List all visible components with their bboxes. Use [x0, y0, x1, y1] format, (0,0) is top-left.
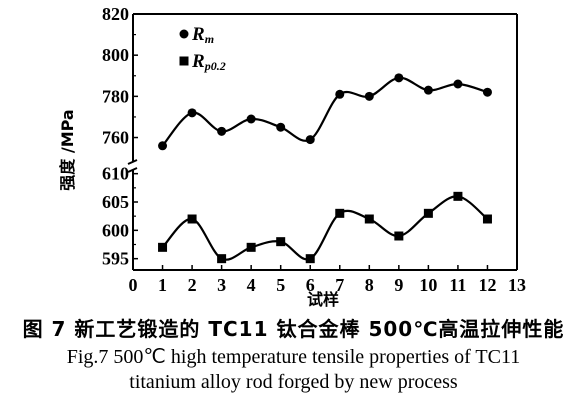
- chart-series: [158, 73, 492, 264]
- axis-break-mark: [127, 167, 138, 173]
- data-point-rm: [246, 114, 256, 124]
- data-point-rm: [364, 91, 374, 101]
- data-point-rm: [423, 85, 433, 95]
- y-tick-label: 600: [102, 220, 129, 240]
- data-point-rm: [217, 126, 227, 136]
- data-point-rm: [305, 135, 315, 145]
- data-point-rp02: [305, 254, 315, 264]
- data-point-rp02: [423, 208, 433, 218]
- x-tick-label: 7: [335, 275, 344, 295]
- x-tick-label: 11: [449, 275, 466, 295]
- x-tick-label: 5: [276, 275, 285, 295]
- y-tick-label: 595: [102, 249, 129, 269]
- x-tick-label: 1: [158, 275, 167, 295]
- x-tick-label: 2: [188, 275, 197, 295]
- figure-caption-en-line1: Fig.7 500℃ high temperature tensile prop…: [66, 346, 521, 368]
- data-point-rp02: [394, 231, 404, 241]
- y-tick-label: 820: [102, 4, 129, 24]
- x-tick-label: 12: [478, 275, 496, 295]
- figure-caption-en-line2: titanium alloy rod forged by new process: [129, 371, 458, 393]
- x-ticks: 0 1 2 3 4 5 6 7 8 9 10 11 12 13: [129, 265, 526, 295]
- data-point-rp02: [335, 208, 345, 218]
- data-point-rp02: [217, 254, 227, 264]
- data-point-rm: [276, 122, 286, 132]
- x-tick-label: 13: [508, 275, 526, 295]
- y-tick-label: 760: [102, 128, 129, 148]
- data-point-rp02: [276, 237, 286, 247]
- y-axis-label: 强度 /MPa: [58, 109, 77, 190]
- y-tick-label: 800: [102, 45, 129, 65]
- legend-label-rp02: Rp0.2: [191, 51, 226, 73]
- legend-marker-rm: [179, 29, 189, 39]
- data-point-rm: [453, 79, 463, 89]
- x-axis-label: 试样: [307, 290, 339, 309]
- y-ticks: 760 780 800 820 595 600 605 610: [102, 4, 138, 269]
- axis-break-mark: [127, 159, 138, 165]
- x-tick-label: 0: [129, 275, 138, 295]
- data-point-rp02: [453, 191, 463, 201]
- y-tick-label: 780: [102, 86, 129, 106]
- legend-label-rm: Rm: [191, 24, 214, 46]
- series-line-rm: [161, 76, 488, 147]
- y-tick-label: 605: [102, 192, 129, 212]
- data-point-rm: [394, 73, 404, 83]
- data-point-rp02: [187, 214, 197, 224]
- chart-legend: Rm Rp0.2: [179, 24, 226, 73]
- data-point-rm: [158, 141, 168, 151]
- x-tick-label: 4: [247, 275, 256, 295]
- data-point-rm: [187, 108, 197, 118]
- data-point-rm: [482, 87, 492, 97]
- legend-marker-rp02: [179, 56, 189, 66]
- x-tick-label: 9: [394, 275, 403, 295]
- y-tick-label: 610: [102, 164, 129, 184]
- figure-caption-cn: 图 7 新工艺锻造的 TC11 钛合金棒 500℃高温拉伸性能: [22, 317, 565, 341]
- series-line-rp02: [161, 195, 489, 261]
- chart-axes: [127, 13, 518, 271]
- x-tick-label: 8: [365, 275, 374, 295]
- data-point-rp02: [364, 214, 374, 224]
- data-point-rp02: [158, 242, 168, 252]
- data-point-rp02: [246, 242, 256, 252]
- x-tick-label: 10: [419, 275, 437, 295]
- x-tick-label: 3: [217, 275, 226, 295]
- x-tick-label: 6: [306, 275, 315, 295]
- data-point-rp02: [482, 214, 492, 224]
- data-point-rm: [335, 89, 345, 99]
- tensile-chart: 0 1 2 3 4 5 6 7 8 9 10 11 12 13 760780800820595600605…: [58, 4, 526, 309]
